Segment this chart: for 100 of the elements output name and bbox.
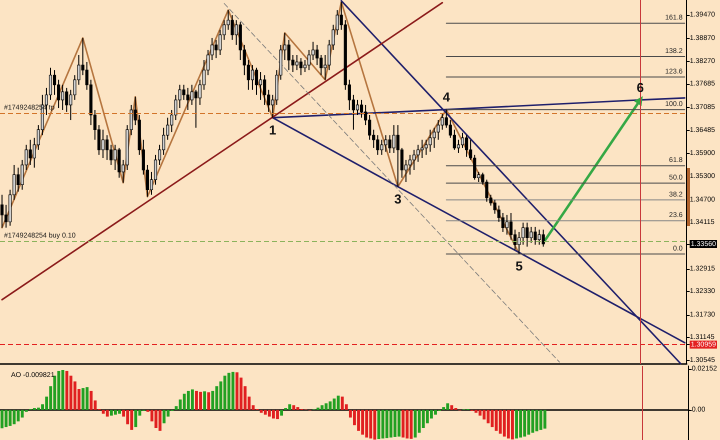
bar (515, 410, 518, 438)
bar (110, 410, 113, 416)
bar (102, 410, 105, 414)
candlestick (61, 84, 64, 110)
annotation: 3 (394, 192, 402, 207)
bar (406, 410, 409, 438)
bar (385, 410, 388, 438)
bar (86, 387, 89, 410)
candlestick (518, 231, 521, 254)
bar (195, 390, 198, 410)
bar (365, 410, 368, 438)
bar (203, 391, 206, 410)
candlestick (101, 129, 105, 158)
bar (324, 403, 328, 410)
bar (394, 410, 396, 437)
candlestick (254, 67, 258, 96)
candlestick (396, 124, 400, 188)
bar (296, 407, 300, 410)
bar (539, 410, 542, 430)
candlestick (65, 87, 68, 112)
bar (154, 410, 158, 428)
line-series (1, 1, 520, 254)
candlestick (424, 139, 428, 156)
bar (82, 388, 85, 410)
bar (207, 392, 210, 410)
bar (519, 410, 522, 438)
bar (482, 410, 486, 420)
bar (288, 404, 292, 410)
candlestick (456, 139, 460, 154)
candlestick (432, 127, 436, 148)
candlestick (428, 129, 432, 152)
candlestick (376, 134, 380, 156)
bar (223, 376, 226, 410)
bar (118, 410, 121, 414)
candlestick (114, 144, 117, 170)
bar (398, 410, 400, 437)
bar (227, 372, 230, 410)
candlestick (360, 99, 364, 118)
bar (4, 410, 8, 428)
candlestick (186, 87, 190, 110)
candlestick (522, 222, 525, 246)
candlestick (505, 214, 508, 236)
bar (361, 410, 364, 435)
bar (114, 410, 117, 415)
bar (478, 410, 482, 416)
annotation: 4 (442, 90, 451, 105)
candlestick (299, 58, 302, 76)
candlestick (57, 79, 60, 109)
bar (106, 410, 109, 417)
bar (506, 410, 510, 438)
candlestick (295, 54, 298, 71)
candlestick (316, 44, 319, 66)
bar (276, 410, 279, 420)
candlestick (0, 194, 4, 228)
candlestick (230, 14, 234, 40)
candlestick (501, 212, 504, 232)
bar (434, 410, 437, 415)
candlestick (384, 134, 388, 152)
bar (340, 396, 344, 410)
candlestick (436, 120, 440, 140)
candlestick (105, 134, 109, 160)
bar (474, 410, 478, 413)
bar (402, 410, 405, 438)
candlestick (465, 134, 468, 158)
bar (264, 410, 267, 415)
bar (410, 410, 413, 439)
candlestick (263, 74, 266, 106)
bar (450, 405, 454, 410)
candlestick (28, 139, 32, 166)
candlestick (416, 144, 420, 162)
bar (260, 410, 263, 413)
candlestick (356, 99, 360, 116)
candlestick (412, 149, 416, 170)
bar (272, 410, 275, 419)
bar (328, 401, 332, 410)
candlestick (452, 129, 456, 150)
bar (280, 410, 284, 416)
bar (186, 390, 190, 410)
candlestick (420, 139, 424, 158)
bar (130, 410, 134, 430)
candlestick (118, 147, 121, 178)
candlestick (16, 167, 20, 192)
candlestick (258, 72, 262, 100)
candlestick (388, 134, 392, 154)
candlestick (534, 226, 537, 246)
bar (369, 410, 372, 438)
bar (12, 410, 16, 424)
bar (523, 410, 526, 437)
bar (543, 410, 546, 429)
bar (190, 389, 194, 410)
bar (65, 370, 68, 410)
candlestick (542, 229, 545, 248)
bar (498, 410, 502, 434)
bar (511, 410, 514, 440)
bar (182, 394, 186, 410)
bar (357, 410, 360, 431)
candlestick (250, 64, 254, 90)
candlestick (408, 154, 412, 176)
candlestick (190, 84, 194, 106)
bar (389, 410, 392, 438)
